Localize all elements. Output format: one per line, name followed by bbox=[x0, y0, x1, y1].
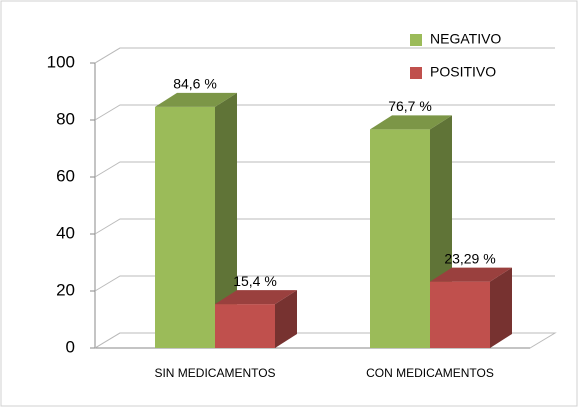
bar bbox=[430, 281, 490, 348]
data-label: 23,29 % bbox=[444, 250, 495, 266]
bar-top bbox=[370, 115, 452, 130]
bar bbox=[215, 304, 275, 348]
bar-side bbox=[275, 290, 297, 348]
y-tick-label: 20 bbox=[56, 280, 75, 299]
grid-line bbox=[94, 47, 555, 64]
bar-top bbox=[155, 92, 237, 107]
data-label: 84,6 % bbox=[173, 76, 217, 92]
y-tick-label: 100 bbox=[47, 52, 75, 71]
bar bbox=[155, 106, 215, 348]
y-tick-label: 80 bbox=[56, 109, 75, 128]
x-tick-label: CON MEDICAMENTOS bbox=[366, 366, 494, 380]
data-label: 76,7 % bbox=[388, 98, 432, 114]
bar-top bbox=[430, 267, 512, 282]
x-tick-label: SIN MEDICAMENTOS bbox=[154, 366, 275, 380]
legend-swatch bbox=[410, 34, 422, 46]
legend-swatch bbox=[410, 67, 422, 79]
y-tick-label: 0 bbox=[66, 337, 75, 356]
y-tick-label: 40 bbox=[56, 223, 75, 242]
legend-label: POSITIVO bbox=[430, 64, 496, 80]
data-label: 15,4 % bbox=[233, 273, 277, 289]
y-tick-label: 60 bbox=[56, 166, 75, 185]
bar-side bbox=[215, 92, 237, 348]
legend-label: NEGATIVO bbox=[430, 31, 501, 47]
bar-top bbox=[215, 290, 297, 305]
bar bbox=[370, 129, 430, 348]
grid-line bbox=[94, 104, 555, 121]
bar-side bbox=[490, 267, 512, 348]
